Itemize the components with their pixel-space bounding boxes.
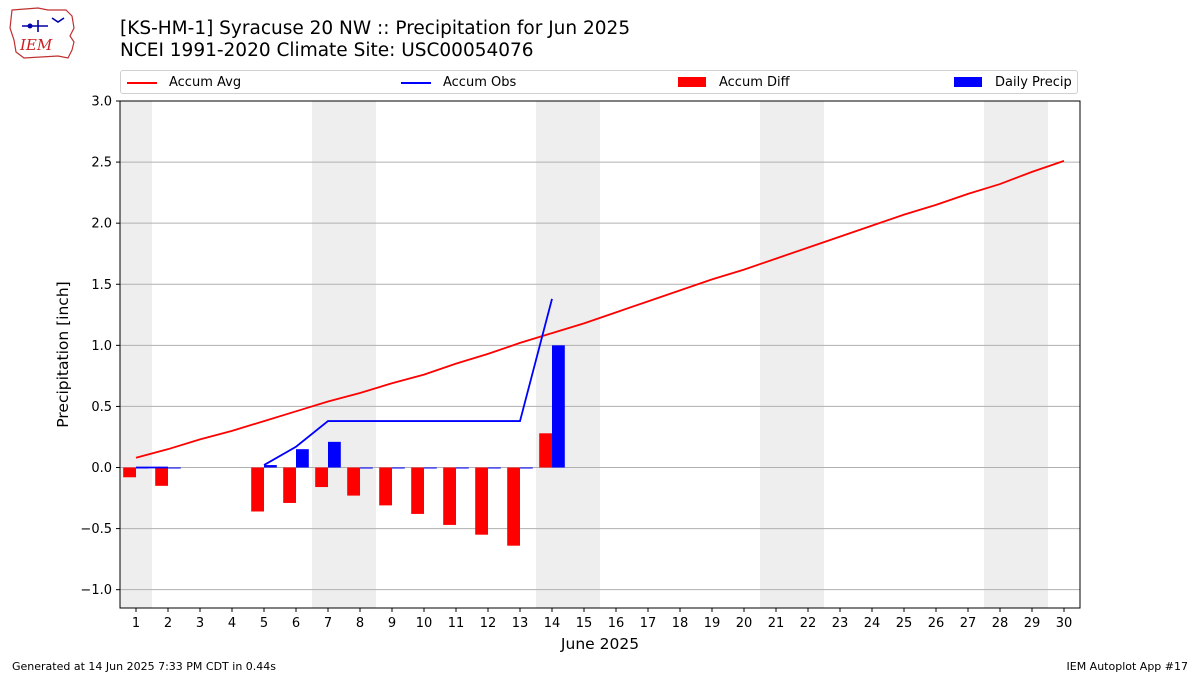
accum-diff-bar (379, 467, 392, 506)
accum-diff-bar (475, 467, 488, 535)
chart-legend: Accum Avg Accum Obs Accum Diff Daily Pre… (120, 70, 1078, 94)
x-tick-label: 27 (960, 616, 977, 631)
x-tick-label: 22 (800, 616, 817, 631)
daily-precip-bar (456, 467, 469, 469)
y-tick-label: 1.0 (91, 339, 112, 354)
y-tick-label: 3.0 (91, 95, 112, 110)
x-tick-label: 30 (1056, 616, 1073, 631)
x-tick-label: 4 (228, 616, 236, 631)
iem-logo-text: IEM (19, 36, 53, 54)
accum-diff-bar (347, 467, 360, 496)
legend-label-daily-precip: Daily Precip (995, 75, 1072, 90)
accum-diff-bar (507, 467, 520, 546)
x-tick-label: 10 (416, 616, 433, 631)
x-axis-label: June 2025 (560, 635, 639, 653)
x-tick-label: 11 (448, 616, 465, 631)
accum-diff-bar (315, 467, 328, 488)
y-tick-label: 2.5 (91, 156, 112, 171)
accum-diff-bar (283, 467, 296, 503)
x-tick-label: 15 (576, 616, 593, 631)
x-tick-label: 14 (544, 616, 561, 631)
app-note: IEM Autoplot App #17 (1066, 660, 1189, 673)
chart-title-line1: [KS-HM-1] Syracuse 20 NW :: Precipitatio… (120, 18, 631, 39)
legend-swatch-accum-obs (401, 82, 431, 84)
y-tick-label: −1.0 (80, 583, 112, 598)
daily-precip-bar (168, 467, 181, 469)
weekend-band (120, 101, 152, 608)
y-tick-label: 0.0 (91, 461, 112, 476)
weekend-band (760, 101, 824, 608)
x-tick-label: 8 (356, 616, 364, 631)
x-tick-label: 13 (512, 616, 529, 631)
weekend-band (536, 101, 600, 608)
legend-item-accum-diff: Accum Diff (677, 74, 837, 92)
x-tick-label: 5 (260, 616, 268, 631)
x-tick-label: 28 (992, 616, 1009, 631)
weekend-band (312, 101, 376, 608)
daily-precip-bar (360, 467, 373, 469)
legend-item-accum-obs: Accum Obs (401, 74, 561, 92)
accum-diff-bar (123, 467, 136, 478)
y-tick-label: −0.5 (80, 522, 112, 537)
legend-swatch-accum-avg (127, 82, 157, 84)
x-tick-label: 23 (832, 616, 849, 631)
accum-diff-bar (411, 467, 424, 514)
x-tick-label: 1 (132, 616, 140, 631)
accum-diff-bar (539, 433, 552, 468)
accum-avg-line (135, 160, 1065, 459)
x-tick-label: 19 (704, 616, 721, 631)
daily-precip-bar (328, 441, 341, 468)
legend-swatch-daily-precip (954, 77, 982, 87)
y-tick-label: 2.0 (91, 217, 112, 232)
legend-label-accum-avg: Accum Avg (169, 75, 242, 90)
x-tick-label: 2 (164, 616, 172, 631)
y-axis-label: Precipitation [inch] (54, 281, 72, 427)
x-tick-label: 17 (640, 616, 657, 631)
x-tick-label: 6 (292, 616, 300, 631)
daily-precip-bar (520, 467, 533, 469)
plot-frame (119, 100, 1081, 609)
legend-label-accum-diff: Accum Diff (719, 75, 790, 90)
accum-diff-bar (155, 467, 168, 486)
accum-diff-bar (443, 467, 456, 525)
x-tick-label: 3 (196, 616, 204, 631)
x-tick-label: 24 (864, 616, 881, 631)
daily-precip-bar (264, 465, 277, 468)
daily-precip-bar (424, 467, 437, 469)
legend-label-accum-obs: Accum Obs (443, 75, 517, 90)
daily-precip-bar (552, 345, 565, 468)
accum-diff-bar (251, 467, 264, 512)
accum-obs-line (263, 298, 553, 466)
x-tick-label: 18 (672, 616, 689, 631)
daily-precip-bar (392, 467, 405, 469)
x-tick-label: 26 (928, 616, 945, 631)
y-tick-label: 0.5 (91, 400, 112, 415)
x-tick-label: 12 (480, 616, 497, 631)
iem-logo: IEM (9, 7, 75, 59)
y-tick-label: 1.5 (91, 278, 112, 293)
daily-precip-bar (488, 467, 501, 469)
daily-precip-bar (296, 449, 309, 468)
legend-item-accum-avg: Accum Avg (127, 74, 287, 92)
legend-item-daily-precip: Daily Precip (953, 74, 1077, 92)
chart-title: [KS-HM-1] Syracuse 20 NW :: Precipitatio… (120, 18, 630, 62)
x-tick-label: 9 (388, 616, 396, 631)
x-tick-label: 7 (324, 616, 332, 631)
x-tick-label: 21 (768, 616, 785, 631)
legend-swatch-accum-diff (678, 77, 706, 87)
x-tick-label: 20 (736, 616, 753, 631)
chart-title-line2: NCEI 1991-2020 Climate Site: USC00054076 (120, 40, 534, 61)
x-tick-label: 16 (608, 616, 625, 631)
generated-note: Generated at 14 Jun 2025 7:33 PM CDT in … (12, 660, 277, 673)
x-tick-label: 29 (1024, 616, 1041, 631)
x-tick-label: 25 (896, 616, 913, 631)
